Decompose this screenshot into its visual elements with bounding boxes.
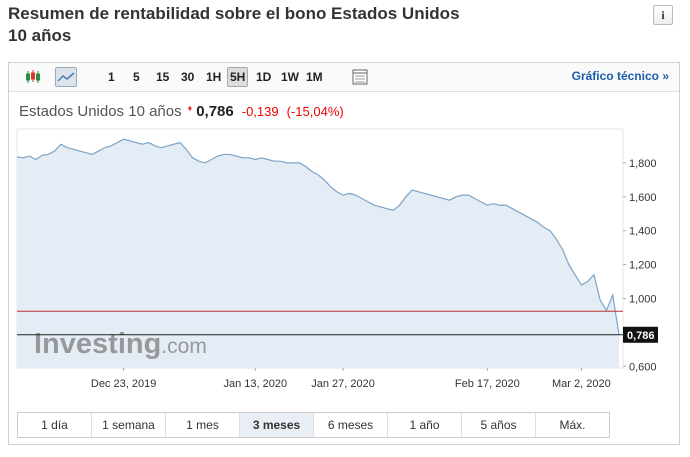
interval-button[interactable]: 1H (206, 70, 222, 84)
interval-button[interactable]: 1M (306, 70, 323, 84)
x-tick-label: Jan 27, 2020 (311, 378, 375, 390)
watermark-suffix: .com (161, 335, 207, 358)
star-icon: ♦ (187, 103, 193, 113)
chart-widget: 1 5 15 30 1H 5H 1D 1W 1M Gráfico técnico » Estad… (8, 62, 680, 445)
range-button[interactable]: Máx. (559, 418, 586, 432)
range-button[interactable]: 1 mes (166, 413, 240, 437)
y-tick-label: 1,600 (629, 192, 657, 204)
watermark: Investing.com (34, 328, 207, 360)
interval-button[interactable]: 5 (133, 70, 140, 84)
table-icon[interactable] (349, 67, 371, 87)
quote-header: Estados Unidos 10 años ♦ 0,786 -0,139 (-15,0… (19, 103, 344, 120)
y-tick-label: 1,800 (629, 158, 657, 170)
range-button[interactable]: 6 meses (314, 413, 388, 437)
instrument-name: Estados Unidos 10 años (19, 103, 182, 120)
y-tick-label: 1,200 (629, 260, 657, 272)
icon-graphic (26, 70, 40, 83)
interval-button[interactable]: 5H (227, 67, 249, 87)
change: -0,139 (241, 104, 279, 119)
interval-button[interactable]: 15 (156, 70, 170, 84)
interval-button[interactable]: 1W (281, 70, 299, 84)
info-button[interactable]: i (653, 5, 673, 25)
y-tick-label: 1,400 (629, 226, 657, 238)
range-button[interactable]: 5 años (462, 413, 536, 437)
last-price-label: 0,786 (627, 330, 655, 342)
line (16, 138, 620, 335)
x-tick-label: Mar 2, 2020 (552, 378, 611, 390)
page-title: Resumen de rentabilidad sobre el bono Es… (8, 4, 460, 45)
technical-chart-link[interactable]: Gráfico técnico » (572, 69, 669, 83)
range-button[interactable]: 3 meses (240, 413, 314, 437)
range-button[interactable]: 1 semana (92, 413, 166, 437)
range-button[interactable]: 1 año (388, 413, 462, 437)
chart: Investing.com 0,600 1,000 1,200 1,400 1,600 1,… (16, 128, 658, 390)
range-group: 1 día 1 semana 1 mes 3 meses 6 meses 1 año 5 a… (17, 412, 610, 438)
x-tick-label: Feb 17, 2020 (455, 378, 520, 390)
last-price-box (623, 326, 658, 343)
icon-graphic (352, 69, 368, 85)
y-tick-label: 0,600 (629, 361, 657, 373)
x-tick-label: Dec 23, 2019 (91, 378, 156, 390)
change-percent: (-15,04%) (286, 104, 344, 119)
interval-button[interactable]: 1 (108, 70, 115, 84)
last-price: 0,786 (196, 103, 234, 120)
icon-graphic (57, 72, 75, 82)
interval-button[interactable]: 1D (256, 70, 272, 84)
line-icon[interactable] (55, 67, 77, 87)
link-arrow: » (662, 69, 669, 83)
x-tick-label: Jan 13, 2020 (223, 378, 287, 390)
interval-button[interactable]: 30 (181, 70, 195, 84)
watermark-brand: Investing (34, 328, 161, 360)
range-button[interactable]: 1 día (18, 413, 92, 437)
y-tick-label: 1,000 (629, 294, 657, 306)
candle-icon[interactable] (23, 67, 45, 87)
toolbar: 1 5 15 30 1H 5H 1D 1W 1M Gráfico técnico » (9, 63, 679, 92)
link-text[interactable]: Gráfico técnico (571, 69, 659, 83)
